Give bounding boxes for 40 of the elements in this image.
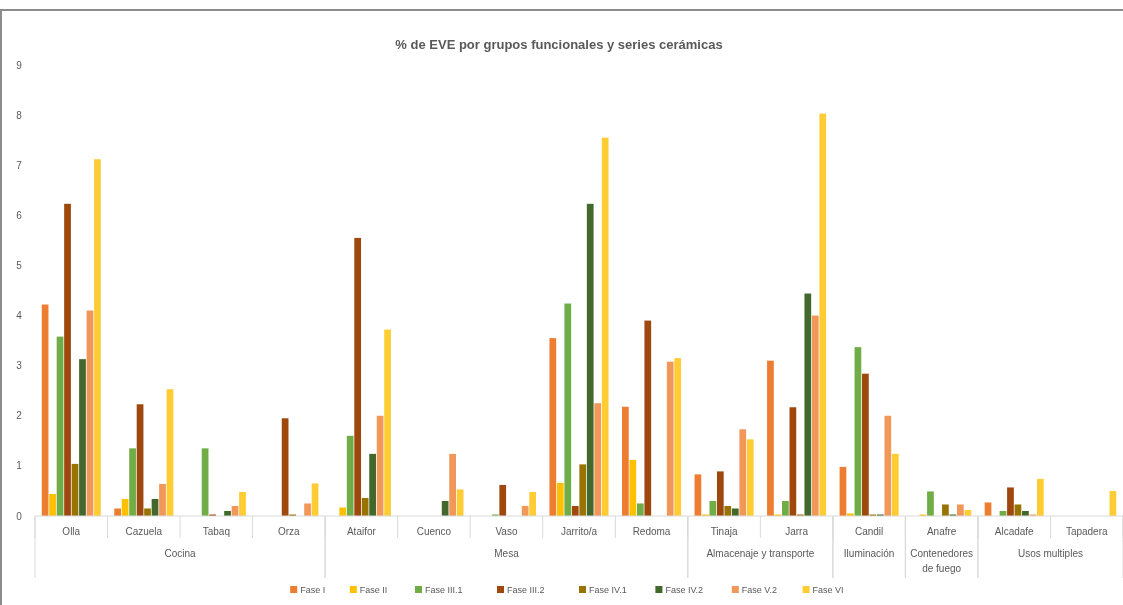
x-tick-label: Tinaja xyxy=(710,526,738,537)
legend-label: Fase III.1 xyxy=(425,585,463,595)
chart-title: % de EVE por grupos funcionales y series cerámicas xyxy=(395,37,723,52)
text: Cocina xyxy=(164,548,197,559)
text: Mesa xyxy=(494,548,520,559)
x-tick-label: Orza xyxy=(278,526,301,537)
y-tick-label: 7 xyxy=(16,159,23,171)
y-tick-label: 9 xyxy=(16,59,23,71)
legend-label: Fase III.2 xyxy=(507,585,545,595)
legend-label: Fase IV.1 xyxy=(589,585,627,595)
x-tick-label: Vaso xyxy=(495,526,518,537)
text: Iluminación xyxy=(843,548,895,559)
x-tick-label: Redoma xyxy=(632,526,671,537)
y-tick-label: 1 xyxy=(16,460,23,472)
y-tick-label: 5 xyxy=(16,259,23,271)
x-tick-label: Ataifor xyxy=(346,526,377,537)
x-tick-label: Jarra xyxy=(785,526,809,537)
legend-label: Fase II xyxy=(359,585,388,595)
x-tick-label: Cazuela xyxy=(125,526,163,537)
x-tick-label: Alcadafe xyxy=(994,526,1035,537)
legend-label: Fase I xyxy=(300,585,326,595)
x-tick-label: Olla xyxy=(62,526,81,537)
x-tick-label: Anafre xyxy=(926,526,957,537)
x-tick-label: Candil xyxy=(854,526,884,537)
text: Almacenaje y transporte xyxy=(706,548,815,559)
text: Usos multiples xyxy=(1017,548,1083,559)
y-tick-label: 4 xyxy=(16,310,23,322)
y-tick-label: 8 xyxy=(16,109,23,121)
x-tick-label: Tabaq xyxy=(202,526,230,537)
x-tick-label: Tapadera xyxy=(1065,526,1109,537)
legend-label: Fase IV.2 xyxy=(665,585,704,595)
x-tick-label: Cuenco xyxy=(416,526,452,537)
legend-label: Fase VI xyxy=(812,585,844,595)
legend-label: Fase V.2 xyxy=(741,585,777,595)
text: Contenedores de fuego xyxy=(910,548,974,574)
y-tick-label: 0 xyxy=(16,510,23,522)
y-tick-label: 6 xyxy=(16,209,23,221)
x-tick-label: Jarrito/a xyxy=(560,526,598,537)
y-tick-label: 2 xyxy=(16,410,23,422)
y-tick-label: 3 xyxy=(16,360,23,372)
